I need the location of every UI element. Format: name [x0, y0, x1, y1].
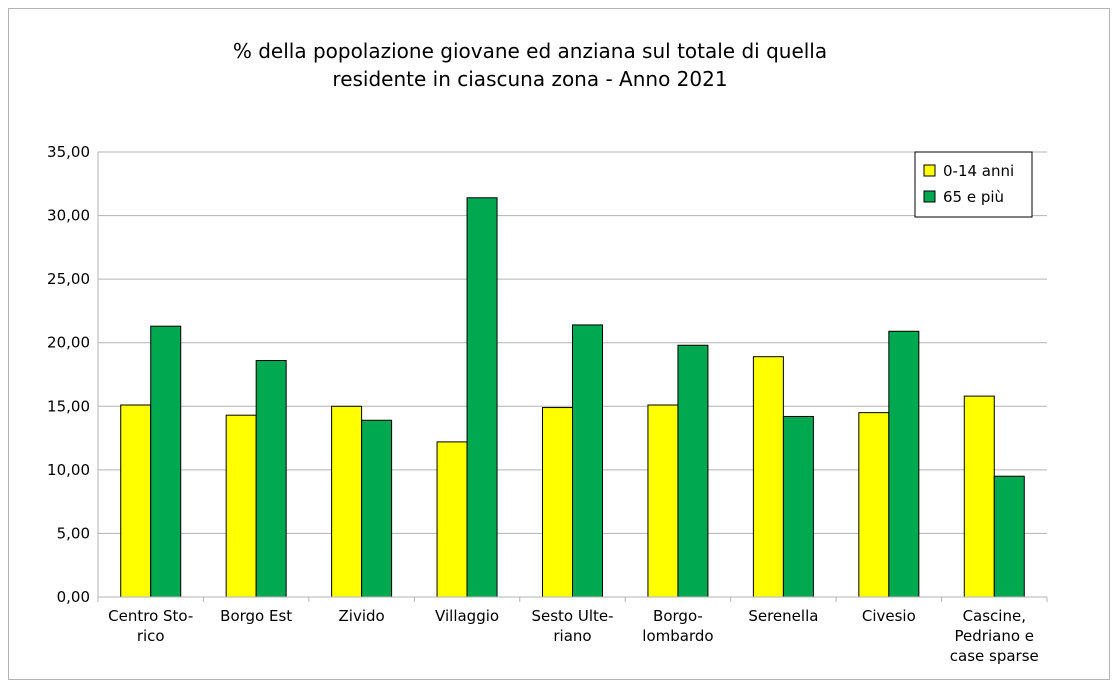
- bar: [150, 325, 182, 598]
- legend-swatch: [923, 164, 936, 177]
- bar: [542, 407, 573, 598]
- x-axis-category-labels: Centro Sto-rico Borgo Est Zivido Villaggio S…: [108, 607, 1039, 665]
- y-tick-label: 5,00: [57, 524, 90, 542]
- x-category-label: Civesio: [862, 607, 916, 625]
- bar: [120, 404, 152, 598]
- x-category-label: Zivido: [339, 607, 385, 625]
- y-tick-label: 25,00: [47, 270, 90, 288]
- y-axis-tick-labels: 0,00 5,00 10,00 15,00 20,00 25,00 30,00 35,00: [47, 143, 90, 606]
- legend-swatch: [923, 190, 936, 203]
- bar: [677, 344, 709, 598]
- bars: [120, 197, 1025, 598]
- legend: 0-14 anni 65 e più: [914, 151, 1033, 218]
- chart-title-line: residente in ciascuna zona - Anno 2021: [332, 67, 727, 91]
- y-tick-label: 35,00: [47, 143, 90, 161]
- chart-title: % della popolazione giovane ed anziana s…: [233, 39, 827, 91]
- bar: [572, 324, 603, 598]
- axes: [97, 152, 1048, 602]
- x-category-label: Borgo-lombardo: [642, 607, 713, 645]
- x-category-label: Sesto Ulte-riano: [531, 607, 613, 645]
- y-tick-label: 30,00: [47, 207, 90, 225]
- bar: [255, 360, 287, 598]
- x-category-label: Borgo Est: [220, 607, 292, 625]
- chart-title-line: % della popolazione giovane ed anziana s…: [233, 39, 827, 63]
- bar: [752, 356, 784, 598]
- y-tick-label: 20,00: [47, 334, 90, 352]
- x-category-label: Villaggio: [435, 607, 499, 625]
- legend-box: [914, 151, 1033, 218]
- bar: [963, 395, 995, 598]
- x-category-label: Cascine, Pedriano e case sparse: [950, 607, 1039, 665]
- y-tick-label: 10,00: [47, 461, 90, 479]
- bar: [361, 419, 393, 598]
- bar: [466, 197, 498, 598]
- bar: [858, 412, 890, 598]
- bar: [647, 404, 679, 598]
- x-category-label: Serenella: [748, 607, 818, 625]
- bar: [436, 441, 468, 598]
- bar: [331, 405, 363, 598]
- bar: [993, 475, 1025, 598]
- bar: [225, 414, 257, 598]
- x-category-label: Centro Sto-rico: [108, 607, 193, 645]
- bar: [782, 415, 814, 598]
- y-tick-label: 0,00: [57, 588, 90, 606]
- legend-label: 65 e più: [943, 188, 1004, 206]
- y-tick-label: 15,00: [47, 397, 90, 415]
- legend-label: 0-14 anni: [943, 162, 1014, 180]
- bar: [888, 330, 920, 598]
